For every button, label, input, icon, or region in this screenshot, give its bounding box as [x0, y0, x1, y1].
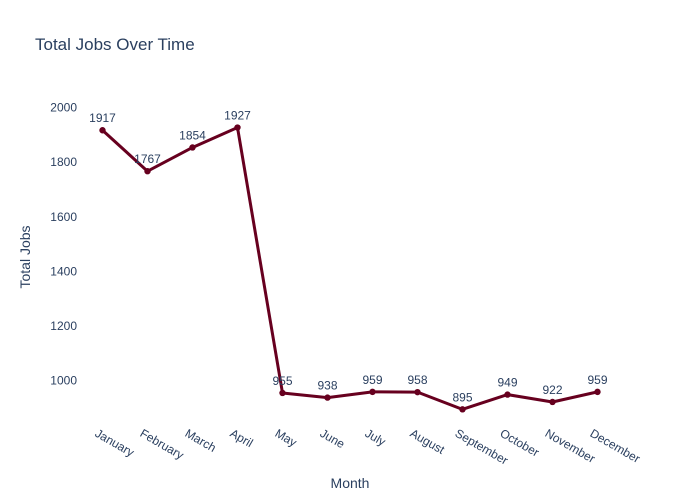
data-point: [99, 127, 106, 134]
x-tick-label: February: [138, 426, 187, 462]
data-point: [144, 168, 151, 175]
data-point: [414, 388, 421, 396]
data-point: [189, 144, 196, 151]
data-label: 895: [452, 390, 472, 404]
x-tick-label: May: [273, 426, 300, 449]
x-tick-label: July: [363, 426, 388, 449]
data-label: 1854: [179, 128, 206, 142]
x-tick-label: August: [408, 426, 448, 457]
y-axis-ticks: 1000 1200 1400 1600 1800 2000: [50, 101, 77, 388]
x-tick-label: June: [318, 426, 348, 451]
chart-title: Total Jobs Over Time: [35, 35, 195, 54]
data-label: 922: [542, 383, 562, 397]
plot-area: 1917 1767 1854 1927 955 938 959 958 895 949 922 959: [89, 109, 608, 413]
x-tick-label: December: [588, 426, 643, 466]
y-tick-label: 1200: [50, 319, 77, 333]
data-point: [279, 389, 286, 397]
x-axis-title: Month: [331, 475, 370, 491]
y-axis-title: Total Jobs: [17, 225, 33, 288]
data-point: [369, 388, 376, 396]
data-label: 959: [362, 373, 382, 387]
data-point: [549, 398, 556, 406]
y-tick-label: 2000: [50, 101, 77, 115]
data-point: [504, 391, 511, 398]
data-point: [459, 406, 466, 413]
data-point: [324, 394, 331, 401]
data-label: 1917: [89, 111, 116, 125]
y-tick-label: 1000: [50, 374, 77, 388]
y-tick-label: 1600: [50, 210, 77, 224]
data-label: 959: [587, 373, 607, 387]
x-tick-label: April: [228, 426, 256, 450]
data-point: [594, 388, 601, 396]
data-label: 938: [317, 379, 337, 393]
series-line: [101, 126, 598, 411]
x-tick-label: November: [543, 426, 598, 466]
data-label: 1927: [224, 109, 251, 123]
data-point: [234, 124, 241, 131]
y-tick-label: 1400: [50, 264, 77, 278]
data-label: 949: [497, 376, 517, 390]
data-label: 1767: [134, 152, 161, 166]
y-tick-label: 1800: [50, 155, 77, 169]
data-label: 955: [272, 374, 292, 388]
x-tick-label: March: [183, 426, 219, 455]
data-label: 958: [407, 373, 427, 387]
x-tick-label: January: [93, 426, 137, 459]
